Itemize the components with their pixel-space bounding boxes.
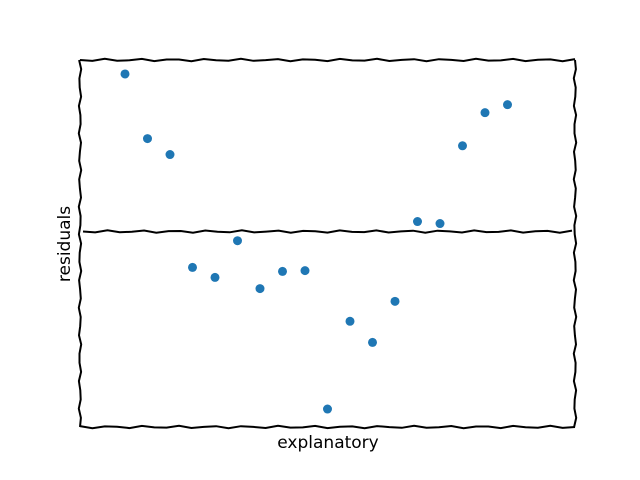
- point: [368, 337, 377, 347]
- point: [188, 262, 197, 272]
- axes-frame: [79, 57, 576, 63]
- point: [278, 266, 287, 276]
- point: [480, 108, 490, 118]
- point: [345, 316, 355, 326]
- x-axis-label: explanatory: [277, 433, 378, 453]
- point: [210, 272, 220, 282]
- axes-frame: [77, 59, 83, 428]
- point: [503, 100, 512, 110]
- point: [413, 217, 422, 227]
- zero-line: [82, 229, 573, 234]
- point: [165, 150, 175, 160]
- point: [300, 266, 310, 276]
- point: [120, 69, 130, 79]
- point: [323, 404, 332, 414]
- point: [143, 134, 152, 144]
- point: [390, 296, 400, 306]
- axes-frame: [572, 59, 578, 428]
- point: [458, 141, 467, 151]
- y-axis-label: residuals: [55, 206, 75, 282]
- axes-frame: [79, 424, 576, 430]
- point: [435, 219, 445, 229]
- point: [255, 284, 265, 294]
- point: [233, 236, 242, 246]
